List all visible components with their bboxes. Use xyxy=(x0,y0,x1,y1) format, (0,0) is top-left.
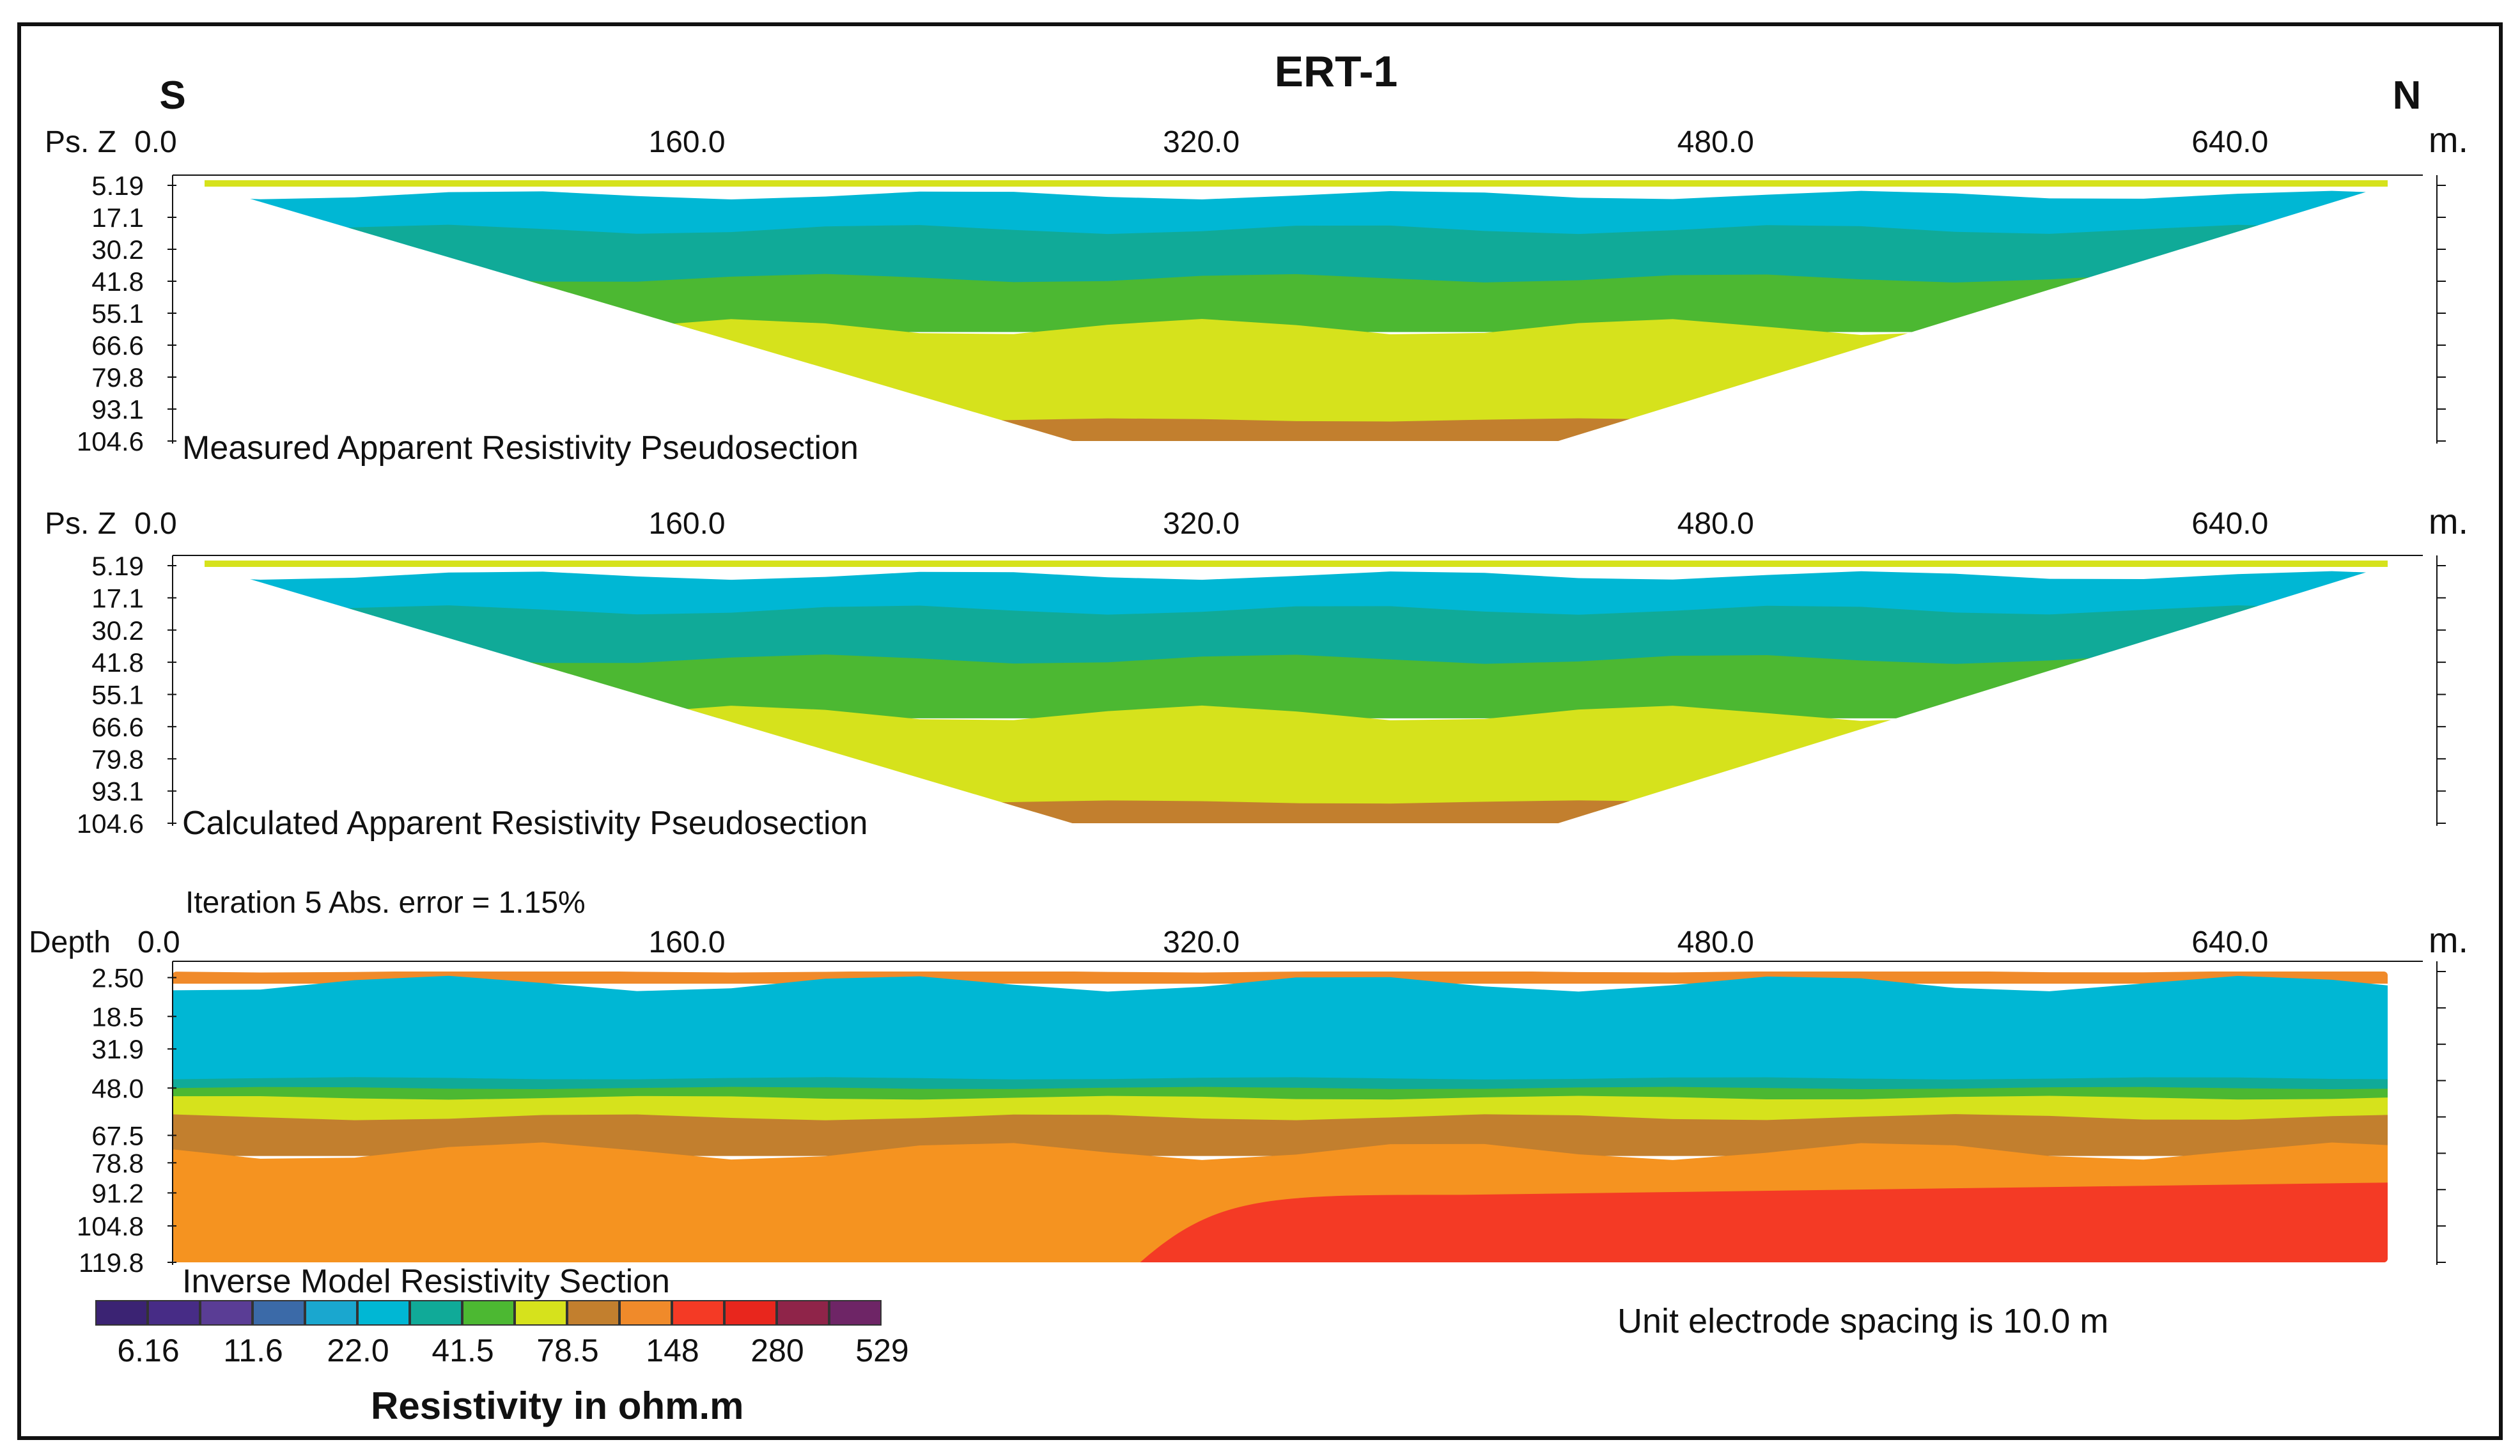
color-swatch xyxy=(567,1300,619,1326)
x-unit-label: m. xyxy=(2429,120,2468,160)
x-tick-label: 480.0 xyxy=(1677,507,1754,541)
resistivity-layer xyxy=(205,605,2388,669)
y-tick-label: 67.5 xyxy=(91,1120,144,1150)
y-tick-label: 93.1 xyxy=(91,777,144,807)
resistivity-layer xyxy=(173,1096,2388,1122)
resistivity-layer xyxy=(205,224,2388,288)
color-swatch xyxy=(253,1300,305,1326)
color-swatch xyxy=(357,1300,410,1326)
color-scale-label: 11.6 xyxy=(223,1333,283,1368)
y-axis-label: Ps. Z xyxy=(45,507,116,541)
iteration-error-label: Iteration 5 Abs. error = 1.15% xyxy=(185,886,586,920)
resistivity-layer xyxy=(205,274,2388,332)
y-tick-label: 2.50 xyxy=(91,963,144,993)
y-tick-label: 79.8 xyxy=(91,744,144,774)
y-tick-label: 48.0 xyxy=(91,1073,144,1103)
y-tick-label: 119.8 xyxy=(79,1248,144,1278)
y-tick-label: 30.2 xyxy=(91,235,144,265)
y-tick-label: 41.8 xyxy=(91,647,144,678)
color-scale-label: 41.5 xyxy=(432,1333,494,1368)
electrode-spacing-note: Unit electrode spacing is 10.0 m xyxy=(1617,1302,2108,1340)
y-tick-label: 17.1 xyxy=(91,583,144,613)
color-swatch xyxy=(829,1300,882,1326)
y-tick-label: 17.1 xyxy=(91,203,144,233)
direction-south: S xyxy=(159,74,185,118)
x-tick-label: 0.0 xyxy=(134,507,177,541)
color-swatch xyxy=(777,1300,829,1326)
color-swatch xyxy=(410,1300,462,1326)
y-tick-label: 55.1 xyxy=(91,680,144,710)
color-scale-label: 78.5 xyxy=(536,1333,598,1368)
resistivity-layer xyxy=(173,975,2388,1083)
x-tick-label: 160.0 xyxy=(649,925,726,959)
y-tick-label: 66.6 xyxy=(91,330,144,360)
x-tick-label: 640.0 xyxy=(2191,125,2268,159)
y-tick-label: 104.8 xyxy=(77,1211,144,1241)
y-tick-label: 31.9 xyxy=(91,1034,144,1064)
y-tick-label: 5.19 xyxy=(91,171,144,201)
y-tick-label: 41.8 xyxy=(91,267,144,297)
y-tick-label: 104.6 xyxy=(77,426,144,456)
x-tick-label: 640.0 xyxy=(2191,507,2268,541)
resistivity-layer xyxy=(205,654,2388,718)
y-tick-label: 55.1 xyxy=(91,298,144,329)
color-swatch xyxy=(305,1300,357,1326)
color-swatch xyxy=(619,1300,672,1326)
y-tick-label: 5.19 xyxy=(91,551,144,581)
color-scale-label: 22.0 xyxy=(327,1333,389,1368)
y-tick-label: 30.2 xyxy=(91,616,144,646)
color-swatch xyxy=(515,1300,567,1326)
y-tick-label: 93.1 xyxy=(91,394,144,424)
color-swatch xyxy=(95,1300,148,1326)
y-tick-label: 91.2 xyxy=(91,1178,144,1208)
figure-border xyxy=(17,22,2503,1440)
y-tick-label: 104.6 xyxy=(77,809,144,839)
y-axis-label: Ps. Z xyxy=(45,125,116,159)
x-tick-label: 160.0 xyxy=(649,507,726,541)
color-scale-label: 148 xyxy=(646,1333,699,1368)
color-scale-label: 6.16 xyxy=(117,1333,179,1368)
chart-title: ERT-1 xyxy=(1275,47,1398,96)
color-swatch xyxy=(200,1300,253,1326)
surface-band xyxy=(205,561,2388,567)
x-tick-label: 480.0 xyxy=(1677,925,1754,959)
color-scale-label: 280 xyxy=(751,1333,804,1368)
high-resistivity-zone xyxy=(1140,1182,2388,1262)
color-swatch xyxy=(462,1300,515,1326)
surface-band xyxy=(205,180,2388,187)
x-tick-label: 640.0 xyxy=(2191,925,2268,959)
color-swatch xyxy=(672,1300,724,1326)
y-tick-label: 66.6 xyxy=(91,712,144,742)
color-swatch xyxy=(148,1300,200,1326)
inverse-model-section-panel: Depth 0.0 160.0 320.0 480.0 640.0 m. 2.50 18.531… xyxy=(29,920,2468,1300)
x-tick-label: 0.0 xyxy=(134,125,177,159)
x-unit-label: m. xyxy=(2429,920,2468,960)
resistivity-color-scale: 6.16 11.6 22.0 41.5 78.5 148 280 529 xyxy=(95,1300,909,1368)
y-tick-label: 78.8 xyxy=(91,1148,144,1178)
y-tick-label: 18.5 xyxy=(91,1002,144,1032)
color-scale-title: Resistivity in ohm.m xyxy=(371,1384,743,1427)
x-tick-label: 320.0 xyxy=(1163,125,1240,159)
section-title: Measured Apparent Resistivity Pseudosect… xyxy=(182,430,859,467)
x-unit-label: m. xyxy=(2429,501,2468,541)
x-tick-label: 480.0 xyxy=(1677,125,1754,159)
section-title: Calculated Apparent Resistivity Pseudose… xyxy=(182,805,867,842)
y-axis-label: Depth xyxy=(29,925,111,959)
x-tick-label: 320.0 xyxy=(1163,925,1240,959)
section-body xyxy=(173,972,2388,1262)
x-tick-label: 320.0 xyxy=(1163,507,1240,541)
x-tick-label: 0.0 xyxy=(137,925,180,959)
color-swatch xyxy=(724,1300,777,1326)
direction-north: N xyxy=(2393,74,2422,118)
color-scale-label: 529 xyxy=(855,1333,908,1368)
y-tick-label: 79.8 xyxy=(91,362,144,392)
x-tick-label: 160.0 xyxy=(649,125,726,159)
section-title: Inverse Model Resistivity Section xyxy=(182,1263,670,1300)
